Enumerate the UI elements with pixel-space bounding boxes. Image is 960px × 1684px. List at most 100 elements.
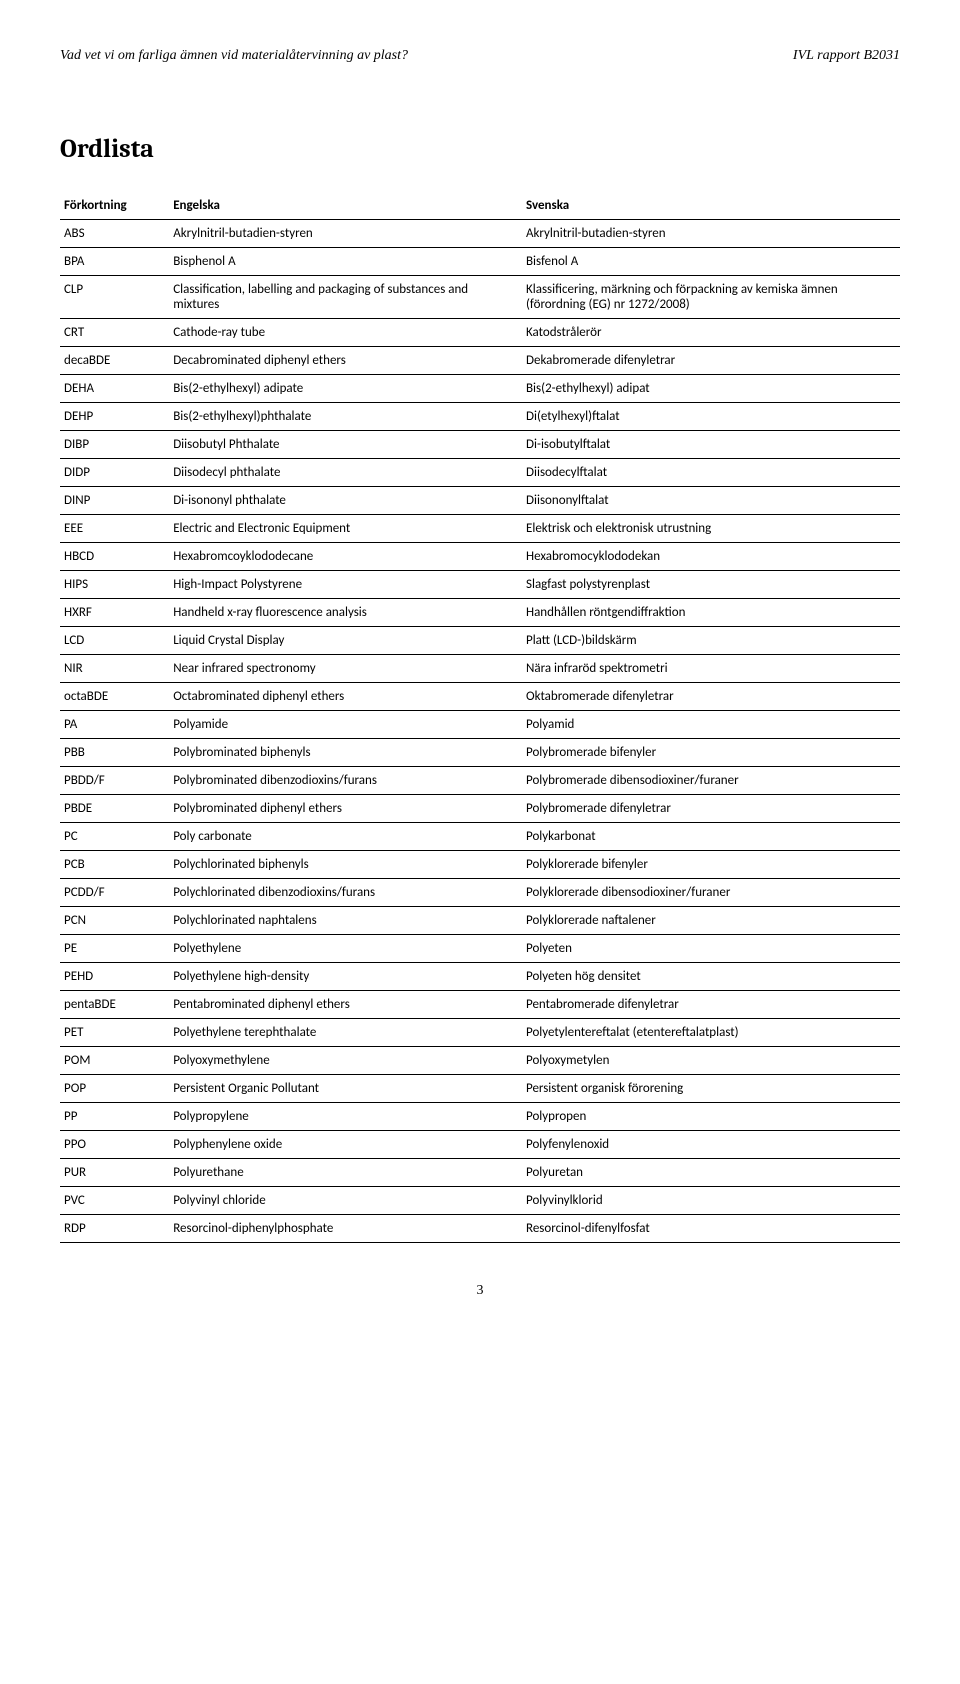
- table-row: PBDEPolybrominated diphenyl ethersPolybr…: [60, 795, 900, 823]
- cell-abbr: PBDE: [60, 795, 169, 823]
- cell-swedish: Bisfenol A: [522, 248, 900, 276]
- cell-swedish: Diisodecylftalat: [522, 459, 900, 487]
- cell-swedish: Polyklorerade bifenyler: [522, 851, 900, 879]
- cell-abbr: DEHA: [60, 375, 169, 403]
- cell-english: Polyvinyl chloride: [169, 1187, 522, 1215]
- cell-english: Bisphenol A: [169, 248, 522, 276]
- cell-english: Polypropylene: [169, 1103, 522, 1131]
- table-row: HIPSHigh-Impact PolystyreneSlagfast poly…: [60, 571, 900, 599]
- cell-english: Handheld x-ray fluorescence analysis: [169, 599, 522, 627]
- cell-swedish: Dekabromerade difenyletrar: [522, 347, 900, 375]
- cell-swedish: Di(etylhexyl)ftalat: [522, 403, 900, 431]
- cell-swedish: Polypropen: [522, 1103, 900, 1131]
- table-body: ABSAkrylnitril-butadien-styrenAkrylnitri…: [60, 220, 900, 1243]
- table-row: octaBDEOctabrominated diphenyl ethersOkt…: [60, 683, 900, 711]
- table-row: BPABisphenol ABisfenol A: [60, 248, 900, 276]
- col-header-swedish: Svenska: [522, 192, 900, 220]
- cell-english: Classification, labelling and packaging …: [169, 276, 522, 319]
- table-header-row: Förkortning Engelska Svenska: [60, 192, 900, 220]
- cell-abbr: CRT: [60, 319, 169, 347]
- cell-swedish: Di-isobutylftalat: [522, 431, 900, 459]
- table-row: decaBDEDecabrominated diphenyl ethersDek…: [60, 347, 900, 375]
- cell-swedish: Polyvinylklorid: [522, 1187, 900, 1215]
- cell-swedish: Bis(2-ethylhexyl) adipat: [522, 375, 900, 403]
- table-row: HXRFHandheld x-ray fluorescence analysis…: [60, 599, 900, 627]
- table-row: PEHDPolyethylene high-densityPolyeten hö…: [60, 963, 900, 991]
- table-row: PBBPolybrominated biphenylsPolybromerade…: [60, 739, 900, 767]
- table-row: DIDPDiisodecyl phthalateDiisodecylftalat: [60, 459, 900, 487]
- cell-swedish: Slagfast polystyrenplast: [522, 571, 900, 599]
- cell-abbr: PVC: [60, 1187, 169, 1215]
- cell-abbr: PET: [60, 1019, 169, 1047]
- cell-abbr: NIR: [60, 655, 169, 683]
- document-page: Vad vet vi om farliga ämnen vid material…: [0, 0, 960, 1347]
- table-row: DINPDi-isononyl phthalateDiisononylftala…: [60, 487, 900, 515]
- table-row: CLPClassification, labelling and packagi…: [60, 276, 900, 319]
- cell-english: Octabrominated diphenyl ethers: [169, 683, 522, 711]
- page-number: 3: [60, 1283, 900, 1299]
- table-row: NIRNear infrared spectronomyNära infrarö…: [60, 655, 900, 683]
- cell-swedish: Handhållen röntgendiffraktion: [522, 599, 900, 627]
- table-row: POMPolyoxymethylenePolyoxymetylen: [60, 1047, 900, 1075]
- cell-abbr: PBB: [60, 739, 169, 767]
- cell-abbr: PC: [60, 823, 169, 851]
- cell-swedish: Polyklorerade dibensodioxiner/furaner: [522, 879, 900, 907]
- cell-english: Polybrominated dibenzodioxins/furans: [169, 767, 522, 795]
- cell-swedish: Polybromerade bifenyler: [522, 739, 900, 767]
- cell-swedish: Resorcinol-difenylfosfat: [522, 1215, 900, 1243]
- cell-english: Resorcinol-diphenylphosphate: [169, 1215, 522, 1243]
- cell-abbr: DIDP: [60, 459, 169, 487]
- cell-abbr: octaBDE: [60, 683, 169, 711]
- cell-swedish: Polybromerade dibensodioxiner/furaner: [522, 767, 900, 795]
- cell-abbr: PPO: [60, 1131, 169, 1159]
- cell-english: Diisobutyl Phthalate: [169, 431, 522, 459]
- table-row: PVCPolyvinyl chloridePolyvinylklorid: [60, 1187, 900, 1215]
- cell-abbr: PUR: [60, 1159, 169, 1187]
- cell-abbr: HIPS: [60, 571, 169, 599]
- cell-english: Pentabrominated diphenyl ethers: [169, 991, 522, 1019]
- table-row: POPPersistent Organic PollutantPersisten…: [60, 1075, 900, 1103]
- table-row: PPOPolyphenylene oxidePolyfenylenoxid: [60, 1131, 900, 1159]
- cell-abbr: ABS: [60, 220, 169, 248]
- table-row: PCPoly carbonatePolykarbonat: [60, 823, 900, 851]
- table-row: RDPResorcinol-diphenylphosphateResorcino…: [60, 1215, 900, 1243]
- cell-english: Polyamide: [169, 711, 522, 739]
- cell-swedish: Platt (LCD-)bildskärm: [522, 627, 900, 655]
- cell-abbr: PE: [60, 935, 169, 963]
- table-row: pentaBDEPentabrominated diphenyl ethersP…: [60, 991, 900, 1019]
- table-row: PBDD/FPolybrominated dibenzodioxins/fura…: [60, 767, 900, 795]
- col-header-abbr: Förkortning: [60, 192, 169, 220]
- cell-abbr: PCB: [60, 851, 169, 879]
- cell-abbr: decaBDE: [60, 347, 169, 375]
- cell-abbr: POP: [60, 1075, 169, 1103]
- table-row: PETPolyethylene terephthalatePolyetylent…: [60, 1019, 900, 1047]
- page-header: Vad vet vi om farliga ämnen vid material…: [60, 48, 900, 64]
- table-row: HBCDHexabromcoyklododecaneHexabromocyklo…: [60, 543, 900, 571]
- cell-swedish: Diisononylftalat: [522, 487, 900, 515]
- cell-abbr: RDP: [60, 1215, 169, 1243]
- cell-swedish: Klassificering, märkning och förpackning…: [522, 276, 900, 319]
- cell-abbr: POM: [60, 1047, 169, 1075]
- cell-english: Near infrared spectronomy: [169, 655, 522, 683]
- cell-english: Electric and Electronic Equipment: [169, 515, 522, 543]
- cell-english: Polychlorinated dibenzodioxins/furans: [169, 879, 522, 907]
- cell-swedish: Polyamid: [522, 711, 900, 739]
- page-title: Ordlista: [60, 134, 900, 164]
- cell-abbr: PBDD/F: [60, 767, 169, 795]
- cell-swedish: Persistent organisk förorening: [522, 1075, 900, 1103]
- cell-abbr: CLP: [60, 276, 169, 319]
- cell-english: Hexabromcoyklododecane: [169, 543, 522, 571]
- header-right: IVL rapport B2031: [793, 48, 900, 64]
- header-left: Vad vet vi om farliga ämnen vid material…: [60, 48, 408, 64]
- table-row: CRTCathode-ray tubeKatodstrålerör: [60, 319, 900, 347]
- cell-abbr: pentaBDE: [60, 991, 169, 1019]
- cell-swedish: Polybromerade difenyletrar: [522, 795, 900, 823]
- cell-english: Poly carbonate: [169, 823, 522, 851]
- cell-swedish: Polyuretan: [522, 1159, 900, 1187]
- cell-abbr: DIBP: [60, 431, 169, 459]
- cell-english: Polychlorinated biphenyls: [169, 851, 522, 879]
- cell-english: Bis(2-ethylhexyl) adipate: [169, 375, 522, 403]
- cell-swedish: Pentabromerade difenyletrar: [522, 991, 900, 1019]
- cell-english: Polybrominated diphenyl ethers: [169, 795, 522, 823]
- cell-english: Polyethylene terephthalate: [169, 1019, 522, 1047]
